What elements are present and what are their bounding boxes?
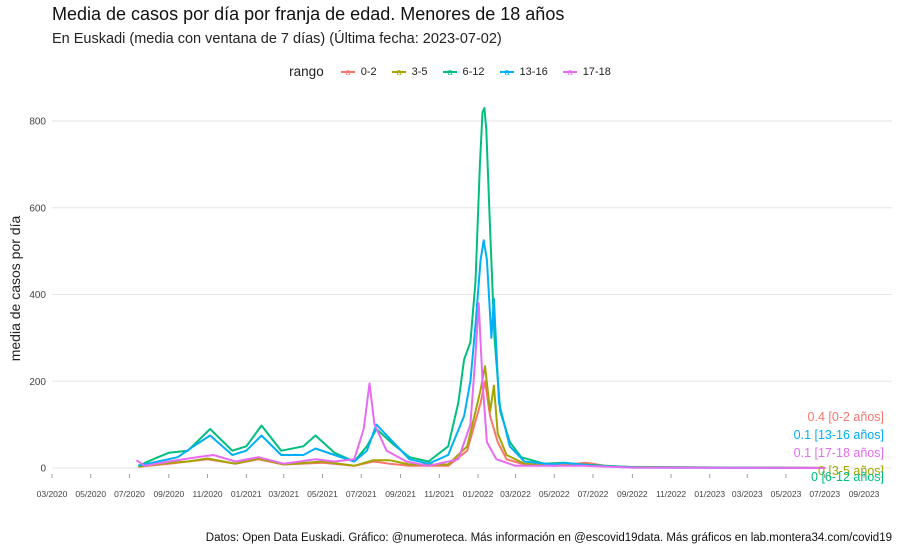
legend-item-17-18: a 17-18	[562, 65, 611, 79]
x-tick-label: 03/2021	[268, 489, 299, 499]
x-tick-label: 05/2023	[771, 489, 802, 499]
chart-title: Media de casos por día por franja de eda…	[52, 4, 565, 24]
x-tick-label: 07/2021	[346, 489, 377, 499]
legend-item-0-2: a 0-2	[340, 65, 377, 79]
svg-text:a: a	[567, 67, 572, 77]
y-tick-label: 800	[29, 117, 46, 128]
series-line-0-2	[138, 380, 826, 469]
legend-key-icon: a	[442, 67, 457, 77]
chart-caption: Datos: Open Data Euskadi. Gráfico: @nume…	[205, 532, 892, 544]
x-tick-label: 11/2022	[656, 489, 686, 499]
legend-item-3-5: a 3-5	[391, 65, 428, 79]
legend-item-13-16: a 13-16	[499, 65, 548, 79]
x-tick-label: 09/2020	[153, 489, 184, 499]
svg-text:a: a	[504, 67, 509, 77]
legend-title: rango	[289, 64, 324, 79]
series-line-13-16	[138, 239, 826, 469]
legend-label: 3-5	[411, 65, 428, 78]
x-tick-label: 05/2022	[539, 489, 570, 499]
legend-key-icon: a	[562, 67, 577, 77]
svg-text:a: a	[396, 67, 401, 77]
x-tick-label: 01/2023	[694, 489, 725, 499]
y-tick-label: 400	[29, 290, 46, 301]
x-tick-label: 09/2022	[617, 489, 648, 499]
legend-label: 6-12	[462, 65, 485, 78]
svg-text:a: a	[447, 67, 452, 77]
end-label-3-5: 0 [3-5 años]	[818, 464, 884, 478]
x-tick-label: 07/2023	[809, 489, 840, 499]
end-label-6-12: 0 [6-12 años]	[811, 470, 884, 484]
series-line-6-12	[137, 107, 826, 469]
y-tick-label: 200	[29, 377, 46, 388]
x-tick-label: 03/2020	[37, 489, 68, 499]
x-tick-label: 05/2021	[307, 489, 338, 499]
x-tick-label: 07/2022	[578, 489, 609, 499]
x-tick-label: 05/2020	[75, 489, 106, 499]
x-tick-label: 09/2023	[849, 489, 880, 499]
x-tick-label: 03/2022	[500, 489, 531, 499]
legend-item-6-12: a 6-12	[442, 65, 485, 79]
x-tick-label: 11/2020	[193, 489, 223, 499]
y-axis-label: media de casos por día	[7, 216, 23, 362]
y-tick-label: 600	[29, 203, 46, 214]
legend-label: 0-2	[360, 65, 377, 78]
end-label-0-2: 0.4 [0-2 años]	[808, 410, 884, 424]
end-label-13-16: 0.1 [13-16 años]	[794, 428, 884, 442]
x-tick-label: 01/2021	[231, 489, 262, 499]
series-line-17-18	[135, 302, 826, 469]
svg-text:a: a	[345, 67, 350, 77]
x-tick-label: 03/2023	[732, 489, 763, 499]
legend-label: 17-18	[582, 65, 611, 78]
legend: rango a 0-2 a 3-5 a 6-12 a 13-16 a 17-18	[0, 64, 900, 79]
x-tick-label: 11/2021	[424, 489, 454, 499]
chart-subtitle: En Euskadi (media con ventana de 7 días)…	[52, 31, 502, 47]
legend-key-icon: a	[391, 67, 406, 77]
legend-key-icon: a	[499, 67, 514, 77]
y-tick-label: 0	[40, 464, 46, 475]
end-label-17-18: 0.1 [17-18 años]	[794, 446, 884, 460]
x-tick-label: 07/2020	[114, 489, 145, 499]
x-tick-label: 09/2021	[385, 489, 416, 499]
legend-key-icon: a	[340, 67, 355, 77]
legend-label: 13-16	[519, 65, 548, 78]
x-tick-label: 01/2022	[463, 489, 494, 499]
